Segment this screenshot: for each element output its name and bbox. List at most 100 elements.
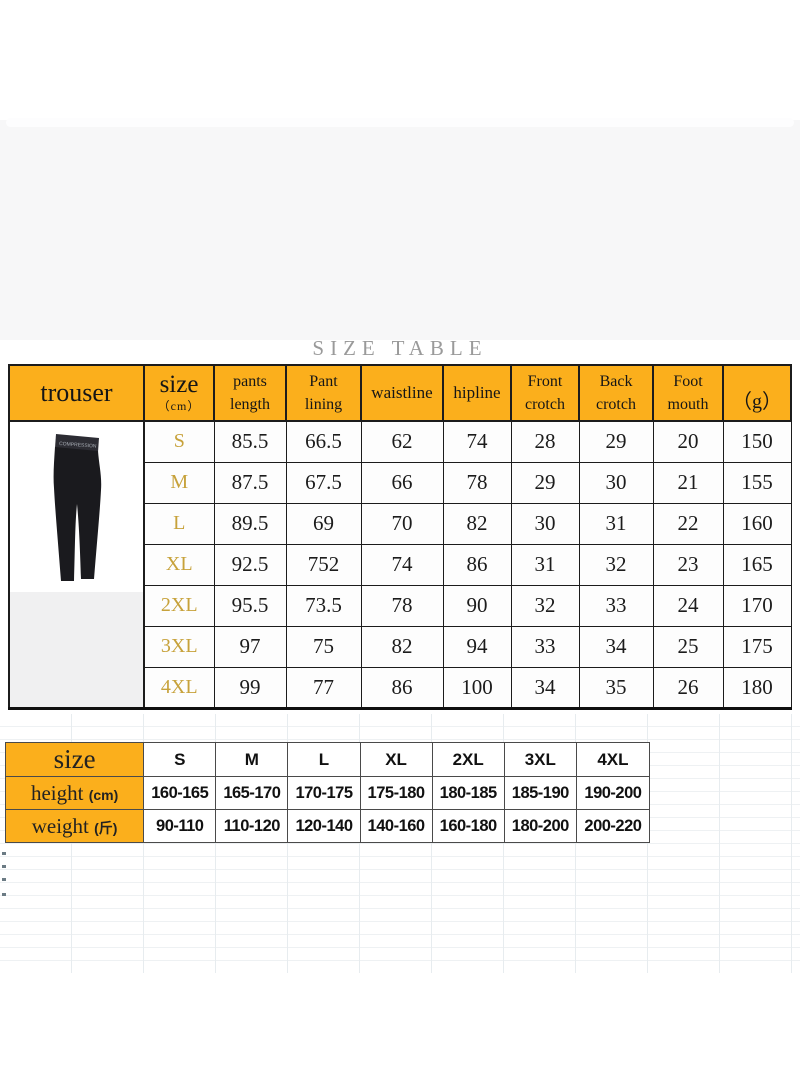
height-row-label: height (cm)	[4, 776, 145, 810]
size-cell: M	[143, 461, 215, 504]
product-image-cell: COMPRESSION	[8, 420, 145, 710]
weight-label-text: weight	[31, 813, 89, 838]
value-cell: 78	[360, 584, 444, 627]
value-cell: 92.5	[213, 543, 287, 586]
value-cell: 87.5	[213, 461, 287, 504]
value-cell: 33	[510, 625, 580, 668]
value-cell: 34	[510, 666, 580, 710]
table-row: 4XL 99 77 86 100 34 35 26 180	[9, 666, 792, 710]
value-cell: 85.5	[213, 420, 287, 463]
height-value: 160-165	[143, 776, 217, 810]
value-cell: 73.5	[285, 584, 362, 627]
value-cell: 77	[285, 666, 362, 710]
value-cell: 21	[652, 461, 724, 504]
weight-value: 140-160	[359, 809, 433, 843]
header-pant-lining: Pant lining	[285, 364, 362, 422]
size-chart-header-row: size S M L XL 2XL 3XL 4XL	[4, 742, 651, 777]
value-cell: 175	[722, 625, 792, 668]
shimmer-strip	[6, 118, 794, 127]
size-chart-size-4xl: 4XL	[575, 742, 651, 777]
table-row: M 87.5 67.5 66 78 29 30 21 155	[9, 461, 792, 504]
header-size-cm: size （cm）	[143, 364, 215, 422]
size-cell: S	[143, 420, 215, 463]
height-value: 175-180	[359, 776, 433, 810]
product-image: COMPRESSION	[10, 422, 143, 592]
weight-unit: (斤)	[94, 819, 118, 836]
value-cell: 160	[722, 502, 792, 545]
table-row: L 89.5 69 70 82 30 31 22 160	[9, 502, 792, 545]
size-chart-size-l: L	[287, 742, 361, 777]
weight-value: 120-140	[287, 809, 361, 843]
header-front-crotch: Front crotch	[510, 364, 580, 422]
weight-row-label: weight (斤)	[4, 809, 145, 843]
value-cell: 32	[578, 543, 654, 586]
value-cell: 29	[578, 420, 654, 463]
size-chart-size-xl: XL	[359, 742, 433, 777]
value-cell: 89.5	[213, 502, 287, 545]
value-cell: 66	[360, 461, 444, 504]
weight-value: 90-110	[143, 809, 217, 843]
value-cell: 24	[652, 584, 724, 627]
header-pant-lining-line2: lining	[304, 396, 343, 413]
header-back-crotch-line1: Back	[599, 373, 633, 390]
value-cell: 31	[510, 543, 580, 586]
value-cell: 82	[442, 502, 512, 545]
size-chart-corner: size	[4, 742, 145, 777]
leggings-icon: COMPRESSION	[53, 434, 101, 581]
size-cell: L	[143, 502, 215, 545]
value-cell: 70	[360, 502, 444, 545]
value-cell: 22	[652, 502, 724, 545]
value-cell: 62	[360, 420, 444, 463]
header-back-crotch-line2: crotch	[596, 396, 636, 413]
value-cell: 32	[510, 584, 580, 627]
value-cell: 31	[578, 502, 654, 545]
value-cell: 35	[578, 666, 654, 710]
header-front-crotch-line1: Front	[527, 373, 563, 390]
height-label-text: height	[30, 780, 84, 805]
header-size-line2: （cm）	[157, 399, 201, 413]
value-cell: 86	[442, 543, 512, 586]
table-row: XL 92.5 752 74 86 31 32 23 165	[9, 543, 792, 586]
header-foot-mouth-line1: Foot	[673, 373, 703, 390]
header-hipline: hipline	[442, 364, 512, 422]
gridline-artifacts	[2, 852, 6, 855]
height-unit: (cm)	[88, 786, 119, 803]
value-cell: 86	[360, 666, 444, 710]
table-row: 3XL 97 75 82 94 33 34 25 175	[9, 625, 792, 668]
size-chart-size-2xl: 2XL	[431, 742, 505, 777]
height-value: 185-190	[503, 776, 577, 810]
value-cell: 95.5	[213, 584, 287, 627]
value-cell: 30	[510, 502, 580, 545]
header-front-crotch-line2: crotch	[525, 396, 565, 413]
value-cell: 90	[442, 584, 512, 627]
value-cell: 150	[722, 420, 792, 463]
weight-value: 200-220	[575, 809, 651, 843]
header-foot-mouth: Foot mouth	[652, 364, 724, 422]
size-cell: 4XL	[143, 666, 215, 710]
value-cell: 69	[285, 502, 362, 545]
weight-value: 180-200	[503, 809, 577, 843]
header-pant-lining-line1: Pant	[309, 373, 338, 390]
header-grams: （g）	[722, 364, 792, 422]
value-cell: 752	[285, 543, 362, 586]
header-pants-length-line1: pants	[233, 373, 267, 390]
value-cell: 180	[722, 666, 792, 710]
value-cell: 100	[442, 666, 512, 710]
header-pants-length: pants length	[213, 364, 287, 422]
value-cell: 34	[578, 625, 654, 668]
size-chart-size-m: M	[215, 742, 289, 777]
weight-row: weight (斤) 90-110 110-120 120-140 140-16…	[4, 809, 651, 843]
header-pants-length-line2: length	[230, 396, 270, 413]
table-row: COMPRESSION S 85.5 66.5 62 74 28 29 20 1…	[8, 420, 792, 710]
height-row: height (cm) 160-165 165-170 170-175 175-…	[4, 776, 651, 810]
header-size-line1: size	[159, 371, 199, 398]
value-cell: 155	[722, 461, 792, 504]
value-cell: 30	[578, 461, 654, 504]
main-table-header-row: trouser size （cm） pants length Pant lini…	[8, 364, 792, 422]
height-value: 165-170	[215, 776, 289, 810]
value-cell: 74	[442, 420, 512, 463]
height-value: 190-200	[575, 776, 651, 810]
value-cell: 29	[510, 461, 580, 504]
weight-value: 160-180	[431, 809, 505, 843]
size-cell: XL	[143, 543, 215, 586]
